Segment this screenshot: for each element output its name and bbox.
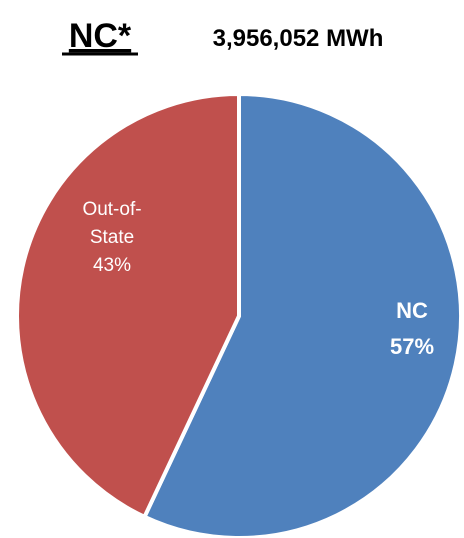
pie-slice-nc <box>142 92 463 538</box>
pie-slices <box>15 92 463 538</box>
pie-labels: NC 57% Out-of- State 43% <box>82 199 434 359</box>
pie-label-out-of-state: Out-of- State 43% <box>82 199 141 276</box>
pie-label-line: State <box>90 227 134 248</box>
chart-title: NC* <box>69 17 132 55</box>
pie-label-line: 43% <box>93 255 131 276</box>
pie-slice-out-of-state <box>15 92 241 519</box>
pie-label-line: 57% <box>390 334 434 359</box>
pie-label-nc: NC 57% <box>390 298 434 359</box>
pie-label-line: Out-of- <box>82 199 141 220</box>
pie-label-line: NC <box>396 298 428 323</box>
chart-total-mwh: 3,956,052 MWh <box>213 25 384 52</box>
